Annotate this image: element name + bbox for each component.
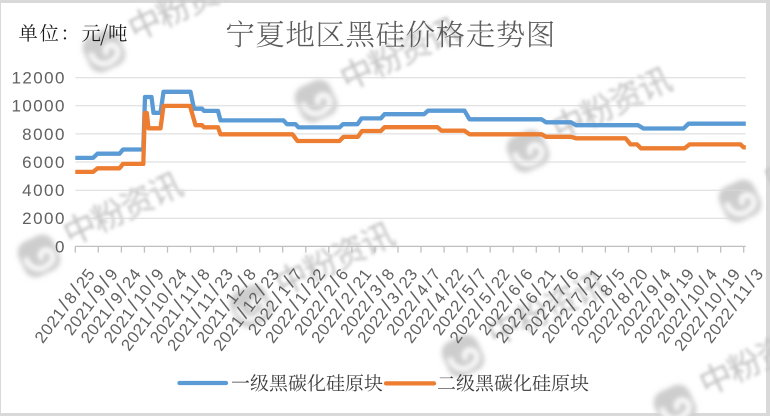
svg-text:8000: 8000: [22, 125, 64, 144]
svg-text:6000: 6000: [22, 153, 64, 172]
svg-text:2021/8/25: 2021/8/25: [29, 264, 99, 347]
svg-text:12000: 12000: [12, 69, 65, 88]
svg-text:2022/8/20: 2022/8/20: [582, 264, 652, 347]
svg-text:2022/9/19: 2022/9/19: [629, 264, 699, 347]
svg-text:2022/2/6: 2022/2/6: [289, 264, 353, 339]
svg-text:10000: 10000: [12, 97, 65, 116]
svg-text:2022/11/3: 2022/11/3: [698, 264, 768, 347]
svg-text:2022/7/21: 2022/7/21: [536, 264, 606, 347]
svg-text:2000: 2000: [22, 209, 64, 228]
svg-text:2021/10/9: 2021/10/9: [98, 264, 168, 347]
svg-text:2021/10/24: 2021/10/24: [116, 264, 192, 355]
svg-text:2022/2/21: 2022/2/21: [306, 264, 376, 347]
svg-text:2022/10/19: 2022/10/19: [669, 264, 745, 355]
svg-text:2021/12/23: 2021/12/23: [208, 264, 284, 355]
svg-text:2022/6/6: 2022/6/6: [473, 264, 537, 339]
svg-text:2021/9/24: 2021/9/24: [75, 264, 145, 347]
svg-text:4000: 4000: [22, 181, 64, 200]
svg-text:2022/5/22: 2022/5/22: [444, 264, 514, 347]
svg-text:2022/8/5: 2022/8/5: [565, 264, 629, 339]
svg-text:2021/12/8: 2021/12/8: [191, 264, 261, 347]
svg-text:0: 0: [55, 237, 64, 256]
